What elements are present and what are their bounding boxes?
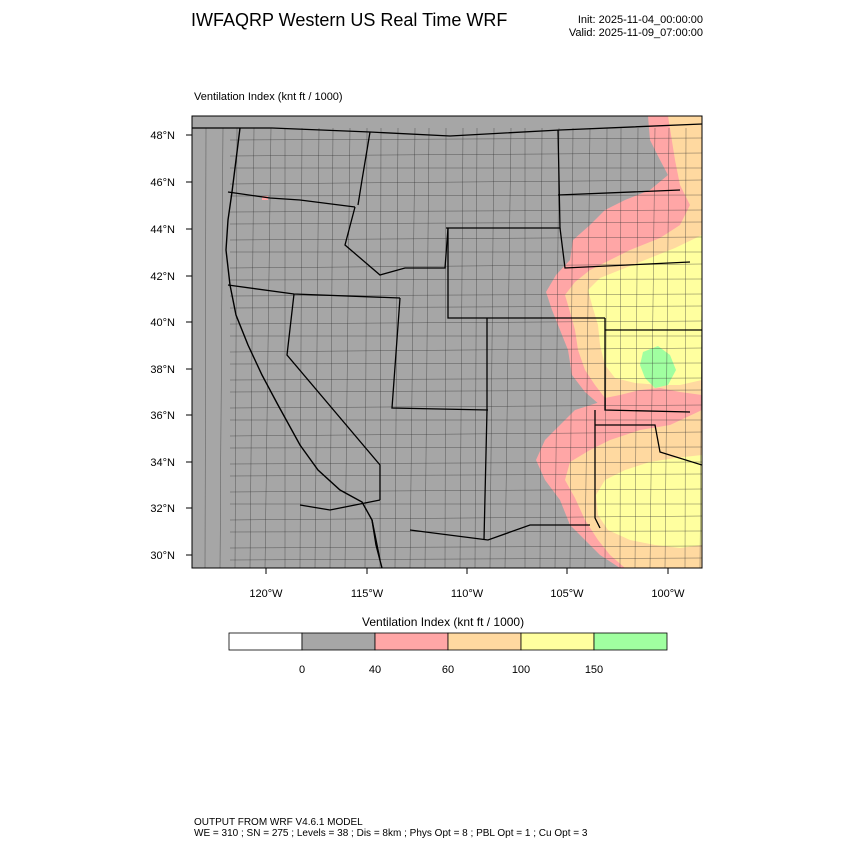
county-line bbox=[229, 179, 702, 185]
colorbar-tick-label: 40 bbox=[369, 664, 381, 676]
county-line bbox=[229, 320, 702, 325]
county-boundaries bbox=[204, 127, 702, 568]
valid-time: Valid: 2025-11-09_07:00:00 bbox=[568, 27, 703, 39]
county-line bbox=[229, 404, 702, 409]
county-line bbox=[504, 127, 512, 568]
county-line bbox=[664, 127, 670, 568]
ventilation-index-map bbox=[192, 116, 702, 568]
colorbar-bin bbox=[593, 632, 668, 651]
county-line bbox=[584, 127, 591, 568]
county-line bbox=[459, 127, 464, 568]
lon-label: 105°W bbox=[550, 588, 584, 600]
lat-label: 30°N bbox=[150, 550, 175, 562]
lon-label: 110°W bbox=[451, 588, 484, 600]
county-line bbox=[409, 127, 416, 568]
county-line bbox=[229, 362, 702, 365]
county-line bbox=[219, 127, 224, 568]
county-line bbox=[329, 127, 334, 568]
county-line bbox=[229, 305, 702, 309]
county-line bbox=[229, 515, 702, 521]
colorbar-tick-label: 150 bbox=[585, 664, 603, 676]
plot-title: IWFAQRP Western US Real Time WRF bbox=[191, 10, 508, 30]
county-line bbox=[489, 127, 495, 568]
lat-label: 38°N bbox=[150, 364, 175, 376]
footer-config: WE = 310 ; SN = 275 ; Levels = 38 ; Dis … bbox=[194, 828, 588, 839]
county-line bbox=[229, 557, 702, 561]
county-line bbox=[229, 137, 702, 141]
lat-label: 42°N bbox=[150, 271, 175, 283]
footer-model: OUTPUT FROM WRF V4.6.1 MODEL bbox=[194, 817, 363, 828]
county-line bbox=[229, 389, 702, 393]
county-line bbox=[264, 127, 272, 568]
colorbar-tick-label: 60 bbox=[442, 664, 454, 676]
county-line bbox=[229, 473, 702, 477]
latitude-axis: 48°N 46°N 44°N 42°N 40°N 38°N 36°N 34°N 32°N 30°N bbox=[150, 130, 192, 562]
county-line bbox=[234, 127, 238, 568]
county-line bbox=[539, 127, 543, 568]
lat-label: 40°N bbox=[150, 317, 175, 329]
lat-label: 48°N bbox=[150, 130, 175, 142]
field-label: Ventilation Index (knt ft / 1000) bbox=[194, 91, 343, 103]
county-line bbox=[229, 278, 702, 281]
contour-100-150-north bbox=[588, 235, 702, 385]
pacific-coastline bbox=[225, 127, 381, 561]
county-line bbox=[229, 236, 702, 241]
colorbar-bin bbox=[301, 632, 376, 651]
county-line bbox=[229, 293, 702, 297]
lat-label: 46°N bbox=[150, 177, 175, 189]
lat-label: 36°N bbox=[150, 410, 175, 422]
county-line bbox=[569, 127, 574, 568]
colorbar: 0 40 60 100 150 bbox=[228, 632, 668, 676]
colorbar-bin bbox=[228, 632, 303, 651]
county-line bbox=[229, 221, 702, 225]
colorbar-tick-label: 0 bbox=[299, 664, 305, 676]
county-line bbox=[229, 530, 702, 533]
longitude-axis: 120°W 115°W 110°W 105°W 100°W bbox=[249, 568, 685, 600]
map-border bbox=[191, 115, 703, 569]
county-line bbox=[299, 127, 303, 568]
county-line bbox=[474, 127, 478, 568]
county-line bbox=[229, 461, 702, 465]
county-line bbox=[649, 127, 656, 568]
county-line bbox=[424, 127, 430, 568]
colorbar-bin bbox=[447, 632, 522, 651]
county-line bbox=[229, 347, 702, 353]
county-line bbox=[444, 127, 447, 568]
colorbar-tick-label: 100 bbox=[512, 664, 530, 676]
baja-coastline bbox=[371, 519, 383, 568]
lat-label: 44°N bbox=[150, 224, 175, 236]
county-line bbox=[229, 152, 702, 157]
county-line bbox=[619, 127, 622, 568]
init-time: Init: 2025-11-04_00:00:00 bbox=[577, 14, 703, 26]
county-line bbox=[314, 127, 320, 568]
county-line bbox=[229, 446, 702, 449]
county-line bbox=[229, 431, 702, 437]
county-line bbox=[229, 488, 702, 493]
county-line bbox=[364, 127, 368, 568]
colorbar-bin bbox=[374, 632, 449, 651]
county-line bbox=[204, 127, 207, 568]
colorbar-bin bbox=[520, 632, 595, 651]
lon-label: 120°W bbox=[249, 588, 283, 600]
county-line bbox=[229, 194, 702, 197]
contour-40-60-spot bbox=[262, 196, 268, 200]
county-line bbox=[229, 209, 702, 213]
county-line bbox=[604, 127, 608, 568]
county-line bbox=[554, 127, 560, 568]
county-line bbox=[249, 127, 255, 568]
lat-label: 34°N bbox=[150, 457, 175, 469]
county-line bbox=[344, 127, 351, 568]
colorbar-title: Ventilation Index (knt ft / 1000) bbox=[362, 615, 525, 629]
lat-label: 32°N bbox=[150, 503, 175, 515]
lon-label: 115°W bbox=[351, 588, 384, 600]
contour-100-150-south bbox=[596, 455, 702, 548]
lon-label: 100°W bbox=[651, 588, 685, 600]
county-line bbox=[229, 545, 702, 549]
county-line bbox=[634, 127, 639, 568]
